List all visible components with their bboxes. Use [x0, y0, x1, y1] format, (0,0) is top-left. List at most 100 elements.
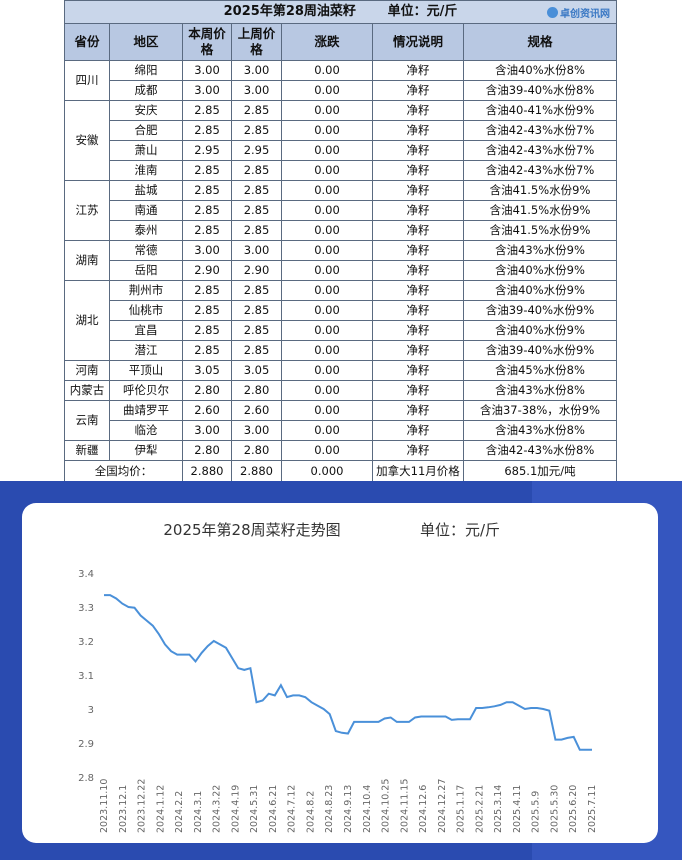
region-cell: 泰州 — [109, 220, 183, 241]
x-tick-label: 2025.1.17 — [456, 785, 467, 833]
last-week-cell: 3.00 — [231, 240, 282, 261]
table-row: 江苏 盐城 2.85 2.85 0.00 净籽 含油41.5%水份9% — [64, 180, 617, 241]
table-row: 宜昌 2.85 2.85 0.00 净籽 含油40%水份9% — [65, 320, 617, 341]
province-cell: 四川 — [64, 60, 110, 101]
note-cell: 净籽 — [372, 180, 464, 201]
spec-cell: 含油39-40%水份9% — [463, 300, 617, 321]
change-cell: 0.00 — [281, 100, 373, 121]
last-week-cell: 2.60 — [231, 400, 282, 421]
note-cell: 净籽 — [372, 60, 464, 81]
this-week-cell: 2.85 — [182, 160, 232, 181]
region-cell: 临沧 — [109, 420, 183, 441]
footer-last-week: 2.880 — [231, 460, 282, 482]
region-cell: 宜昌 — [109, 320, 183, 341]
last-week-cell: 2.85 — [231, 320, 282, 341]
this-week-cell: 2.85 — [182, 220, 232, 241]
y-tick-label: 2.8 — [78, 773, 94, 784]
header-this-week: 本周价格 — [182, 23, 232, 61]
header-change: 涨跌 — [281, 23, 373, 61]
x-tick-label: 2023.11.10 — [99, 779, 110, 833]
table-title: 2025年第28周油菜籽 — [223, 4, 356, 19]
last-week-cell: 2.85 — [231, 220, 282, 241]
change-cell: 0.00 — [281, 200, 373, 221]
spec-cell: 含油39-40%水份8% — [463, 80, 617, 101]
table-row: 合肥 2.85 2.85 0.00 净籽 含油42-43%水份7% — [65, 120, 617, 141]
this-week-cell: 3.00 — [182, 420, 232, 441]
header-province: 省份 — [64, 23, 110, 61]
region-cell: 淮南 — [109, 160, 183, 181]
note-cell: 净籽 — [372, 100, 464, 121]
spec-cell: 含油42-43%水份7% — [463, 160, 617, 181]
province-cell: 云南 — [64, 400, 110, 441]
price-table-area: 2025年第28周油菜籽 单位：元/斤 卓创资讯网 省份 地区 本周价格 上周价… — [64, 0, 617, 482]
spec-cell: 含油43%水份8% — [463, 420, 617, 441]
header-region: 地区 — [109, 23, 183, 61]
spec-cell: 含油40%水份9% — [463, 320, 617, 341]
x-tick-label: 2024.7.12 — [287, 785, 298, 833]
change-cell: 0.00 — [281, 440, 373, 461]
last-week-cell: 2.85 — [231, 160, 282, 181]
region-cell: 绵阳 — [109, 60, 183, 81]
region-cell: 盐城 — [109, 180, 183, 201]
change-cell: 0.00 — [281, 400, 373, 421]
header-spec: 规格 — [463, 23, 617, 61]
x-tick-label: 2025.5.9 — [531, 791, 542, 833]
note-cell: 净籽 — [372, 340, 464, 361]
change-cell: 0.00 — [281, 380, 373, 401]
last-week-cell: 2.90 — [231, 260, 282, 281]
table-row: 内蒙古 呼伦贝尔 2.80 2.80 0.00 净籽 含油43%水份8% — [64, 380, 617, 401]
x-tick-label: 2023.12.1 — [118, 785, 129, 833]
x-tick-label: 2024.1.12 — [155, 785, 166, 833]
spec-cell: 含油41.5%水份9% — [463, 220, 617, 241]
change-cell: 0.00 — [281, 280, 373, 301]
x-tick-label: 2024.12.27 — [437, 779, 448, 833]
this-week-cell: 2.80 — [182, 440, 232, 461]
last-week-cell: 2.80 — [231, 380, 282, 401]
x-tick-label: 2025.2.21 — [474, 785, 485, 833]
table-row: 岳阳 2.90 2.90 0.00 净籽 含油40%水份9% — [65, 260, 617, 281]
table-row: 南通 2.85 2.85 0.00 净籽 含油41.5%水份9% — [65, 200, 617, 221]
change-cell: 0.00 — [281, 220, 373, 241]
footer-this-week: 2.880 — [182, 460, 232, 482]
note-cell: 净籽 — [372, 420, 464, 441]
spec-cell: 含油42-43%水份8% — [463, 440, 617, 461]
note-cell: 净籽 — [372, 120, 464, 141]
region-cell: 合肥 — [109, 120, 183, 141]
province-cell: 湖南 — [64, 240, 110, 281]
note-cell: 净籽 — [372, 440, 464, 461]
x-tick-label: 2025.6.20 — [568, 785, 579, 833]
table-row: 安徽 安庆 2.85 2.85 0.00 净籽 含油40-41%水份9% — [64, 100, 617, 181]
x-tick-label: 2024.11.15 — [399, 779, 410, 833]
change-cell: 0.00 — [281, 60, 373, 81]
table-footer-row: 全国均价： 2.880 2.880 0.000 加拿大11月价格 685.1加元… — [64, 460, 617, 482]
x-tick-label: 2024.12.6 — [418, 785, 429, 833]
trend-chart: 2025年第28周菜籽走势图 单位：元/斤 2.8 2.9 3 3.1 3.2 3.3 3.… — [78, 521, 598, 833]
x-tick-label: 2024.3.1 — [193, 791, 204, 833]
note-cell: 净籽 — [372, 260, 464, 281]
chart-card: 2025年第28周菜籽走势图 单位：元/斤 2.8 2.9 3 3.1 3.2 3.3 3.… — [22, 503, 658, 843]
x-tick-label: 2024.5.31 — [249, 785, 260, 833]
spec-cell: 含油40%水份8% — [463, 60, 617, 81]
region-cell: 荆州市 — [109, 280, 183, 301]
table-title-cell: 2025年第28周油菜籽 单位：元/斤 卓创资讯网 — [64, 0, 617, 24]
last-week-cell: 2.80 — [231, 440, 282, 461]
last-week-cell: 2.85 — [231, 180, 282, 201]
table-header-row: 省份 地区 本周价格 上周价格 涨跌 情况说明 规格 — [64, 23, 617, 61]
this-week-cell: 2.80 — [182, 380, 232, 401]
change-cell: 0.00 — [281, 80, 373, 101]
change-cell: 0.00 — [281, 180, 373, 201]
footer-spec: 685.1加元/吨 — [463, 460, 617, 482]
price-trend-line — [104, 594, 592, 751]
x-tick-label: 2024.10.25 — [381, 779, 392, 833]
note-cell: 净籽 — [372, 240, 464, 261]
region-cell: 南通 — [109, 200, 183, 221]
this-week-cell: 2.90 — [182, 260, 232, 281]
region-cell: 常德 — [109, 240, 183, 261]
change-cell: 0.00 — [281, 300, 373, 321]
spec-cell: 含油41.5%水份9% — [463, 180, 617, 201]
footer-change: 0.000 — [281, 460, 373, 482]
region-cell: 岳阳 — [109, 260, 183, 281]
last-week-cell: 3.00 — [231, 80, 282, 101]
region-cell: 仙桃市 — [109, 300, 183, 321]
province-cell: 内蒙古 — [64, 380, 110, 401]
